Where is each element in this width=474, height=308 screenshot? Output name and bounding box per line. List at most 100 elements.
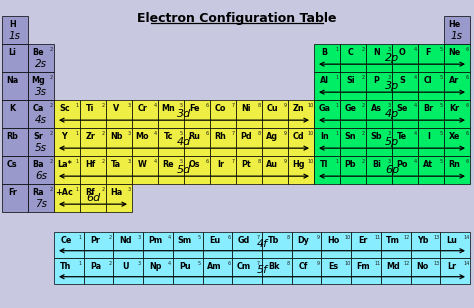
Text: Rn: Rn [448, 160, 460, 169]
Text: Sm: Sm [178, 236, 192, 245]
Text: Ta: Ta [111, 160, 121, 169]
Text: 4p: 4p [385, 109, 399, 119]
Text: 2: 2 [49, 131, 53, 136]
Bar [132, 100, 158, 128]
Text: 1: 1 [335, 103, 338, 108]
Text: 1: 1 [75, 131, 78, 136]
Text: 4: 4 [413, 159, 417, 164]
Text: K: K [9, 104, 16, 113]
Text: 6: 6 [205, 159, 209, 164]
Text: N: N [373, 48, 380, 58]
Text: 1: 1 [75, 187, 78, 192]
Bar [84, 232, 113, 258]
Text: 5: 5 [439, 75, 442, 80]
Text: Ne: Ne [448, 48, 461, 58]
Text: 3: 3 [128, 159, 130, 164]
Text: 6: 6 [465, 131, 468, 136]
Bar [366, 128, 392, 156]
Text: 1: 1 [75, 159, 78, 164]
Text: Ti: Ti [86, 104, 95, 113]
Text: 2: 2 [101, 103, 104, 108]
Text: 4: 4 [153, 131, 156, 136]
Bar [440, 258, 470, 284]
Bar [2, 44, 28, 72]
Text: 5: 5 [439, 131, 442, 136]
Text: 1: 1 [335, 47, 338, 52]
Text: 2: 2 [49, 103, 53, 108]
Text: 2: 2 [361, 159, 365, 164]
Text: 4: 4 [168, 235, 171, 240]
Text: 3: 3 [138, 261, 141, 266]
Bar [418, 44, 444, 72]
Bar [366, 156, 392, 184]
Bar [444, 156, 470, 184]
Bar [340, 72, 366, 100]
Text: 6: 6 [465, 103, 468, 108]
Text: 6: 6 [205, 131, 209, 136]
Bar [418, 156, 444, 184]
Text: Rb: Rb [7, 132, 18, 141]
Bar [366, 72, 392, 100]
Bar [2, 156, 28, 184]
Text: 2: 2 [361, 75, 365, 80]
Text: Ni: Ni [242, 104, 251, 113]
Bar [80, 156, 106, 184]
Bar [392, 100, 418, 128]
Text: Gd: Gd [238, 236, 250, 245]
Text: 5p: 5p [385, 137, 399, 147]
Bar [392, 44, 418, 72]
Text: Tb: Tb [268, 236, 280, 245]
Bar [321, 232, 351, 258]
Bar [132, 128, 158, 156]
Bar [314, 156, 340, 184]
Text: Zr: Zr [85, 132, 95, 141]
Bar [2, 128, 28, 156]
Text: 3: 3 [138, 235, 141, 240]
Text: Sr: Sr [34, 132, 43, 141]
Text: Fm: Fm [356, 262, 370, 271]
Bar [444, 44, 470, 72]
Text: Nd: Nd [119, 236, 132, 245]
Bar [28, 156, 54, 184]
Text: Rh: Rh [214, 132, 227, 141]
Text: 1: 1 [335, 75, 338, 80]
Text: 9: 9 [283, 159, 286, 164]
Text: Li: Li [9, 48, 16, 58]
Text: Al: Al [320, 76, 329, 85]
Text: 10: 10 [345, 261, 351, 266]
Bar [236, 100, 262, 128]
Bar [392, 156, 418, 184]
Text: 11: 11 [374, 261, 381, 266]
Text: Tc: Tc [164, 132, 173, 141]
Text: O: O [399, 48, 406, 58]
Text: Ge: Ge [345, 104, 356, 113]
Text: 3s: 3s [35, 87, 47, 97]
Text: 2: 2 [361, 47, 365, 52]
Bar [236, 156, 262, 184]
Bar [80, 184, 106, 212]
Bar [410, 258, 440, 284]
Text: 1s: 1s [451, 31, 463, 41]
Text: Y: Y [62, 132, 67, 141]
Text: 7: 7 [231, 159, 235, 164]
Text: Zn: Zn [292, 104, 304, 113]
Text: Cf: Cf [299, 262, 308, 271]
Bar [184, 156, 210, 184]
Text: 2: 2 [101, 159, 104, 164]
Bar [314, 100, 340, 128]
Text: 9: 9 [283, 131, 286, 136]
Text: 1: 1 [335, 131, 338, 136]
Text: 5: 5 [439, 47, 442, 52]
Text: 5: 5 [179, 103, 182, 108]
Bar [418, 100, 444, 128]
Text: Cd: Cd [292, 132, 304, 141]
Bar [158, 156, 184, 184]
Text: 7: 7 [231, 131, 235, 136]
Text: Lu: Lu [447, 236, 457, 245]
Bar [106, 100, 132, 128]
Bar [236, 128, 262, 156]
Text: Pu: Pu [179, 262, 191, 271]
Text: 4: 4 [413, 103, 417, 108]
Text: La*: La* [57, 160, 72, 169]
Bar [314, 44, 340, 72]
